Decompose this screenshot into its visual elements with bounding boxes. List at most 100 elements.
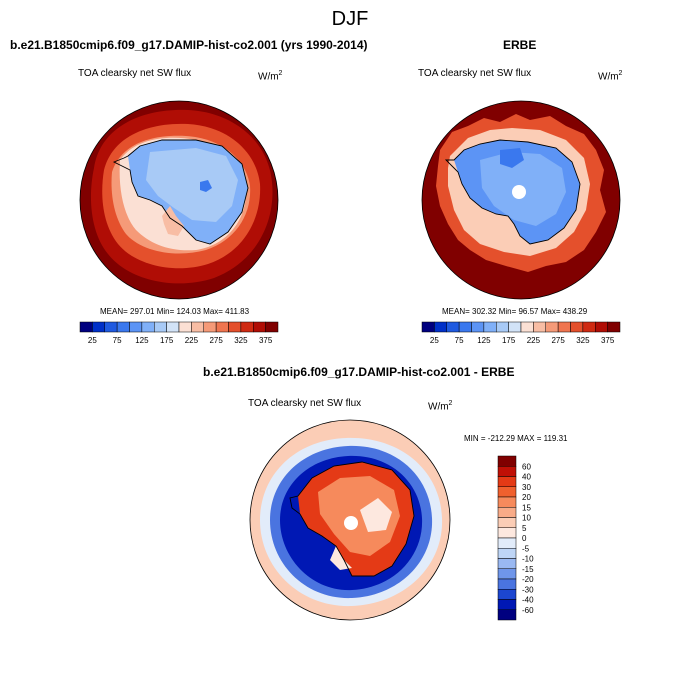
panel3-colorbar-swatch — [497, 537, 517, 549]
panel3-colorbar-swatch — [497, 578, 517, 590]
panel2-colorbar-tick-label: 175 — [502, 336, 516, 345]
panel1-colorbar-tick-label: 375 — [259, 336, 273, 345]
panel3-colorbar-swatch — [497, 527, 517, 539]
panel1-colorbar-swatch — [141, 321, 155, 333]
panel1-map — [80, 101, 278, 299]
panel3-colorbar-swatch — [497, 455, 517, 467]
panel2-colorbar-swatch — [458, 321, 472, 333]
panel2-colorbar-tick-label: 375 — [601, 336, 615, 345]
panel3-colorbar-tick-label: 40 — [522, 473, 531, 482]
panel2-map — [422, 101, 620, 299]
panel3-colorbar-tick-label: 20 — [522, 493, 531, 502]
panel1-colorbar-tick-label: 325 — [234, 336, 248, 345]
panel1-colorbar-swatch — [240, 321, 254, 333]
panel3-colorbar-swatch — [497, 609, 517, 621]
panel3-title: b.e21.B1850cmip6.f09_g17.DAMIP-hist-co2.… — [203, 365, 515, 379]
panel1-colorbar-swatch — [92, 321, 105, 333]
panel3-colorbar-tick-label: -30 — [522, 585, 534, 594]
panel3-colorbar-tick-label: -40 — [522, 596, 534, 605]
panel3-map — [250, 420, 450, 620]
panel1-colorbar-swatch — [265, 321, 279, 333]
panel1-colorbar-tick-label: 175 — [160, 336, 174, 345]
panel2-colorbar-swatch — [582, 321, 596, 333]
panel2-subtitle: TOA clearsky net SW flux — [418, 68, 532, 79]
panel3-colorbar-tick-label: 0 — [522, 534, 527, 543]
panel2-colorbar-swatch — [557, 321, 571, 333]
panel3-colorbar-tick-label: -10 — [522, 555, 534, 564]
panel2-colorbar-tick-label: 275 — [551, 336, 565, 345]
panel2-colorbar-swatch — [508, 321, 522, 333]
panel2-colorbar-swatch — [496, 321, 509, 333]
panel2-stats: MEAN= 302.32 Min= 96.57 Max= 438.29 — [442, 307, 588, 316]
panel2-title: ERBE — [503, 38, 537, 52]
panel2-units: W/m2 — [598, 70, 623, 83]
panel1-colorbar-swatch — [215, 321, 229, 333]
panel2-colorbar-swatch — [421, 321, 435, 333]
panel3-colorbar-tick-label: 30 — [522, 483, 531, 492]
panel3-colorbar-tick-label: 10 — [522, 514, 531, 523]
panel2-colorbar-swatch — [434, 321, 447, 333]
panel3-units: W/m2 — [428, 400, 453, 413]
panel2-colorbar-swatch — [595, 321, 608, 333]
panel1-colorbar-tick-label: 125 — [135, 336, 149, 345]
panel1-colorbar-swatch — [129, 321, 143, 333]
panel3-colorbar-swatch — [497, 589, 517, 600]
panel1-colorbar-swatch — [191, 321, 204, 333]
panel1-stats: MEAN= 297.01 Min= 124.03 Max= 411.83 — [100, 307, 250, 316]
panel3-colorbar-swatch — [497, 486, 517, 498]
panel2-colorbar-tick-label: 75 — [455, 336, 464, 345]
panel1-colorbar-tick-label: 225 — [185, 336, 199, 345]
panel1-subtitle: TOA clearsky net SW flux — [78, 68, 192, 79]
panel1-units: W/m2 — [258, 70, 283, 83]
panel2-colorbar-tick-label: 325 — [576, 336, 590, 345]
panel3-colorbar-tick-label: -5 — [522, 544, 530, 553]
panel1-colorbar-tick-label: 75 — [113, 336, 122, 345]
panel2-colorbar-swatch — [533, 321, 546, 333]
panel1-colorbar-swatch — [253, 321, 266, 333]
panel3-colorbar-swatch — [497, 558, 517, 569]
panel1-colorbar: 25 75 125 175 225 275 325 375 — [79, 321, 279, 345]
panel2-colorbar-swatch — [607, 321, 621, 333]
panel2-colorbar-swatch — [446, 321, 460, 333]
panel3-colorbar-tick-label: 15 — [522, 503, 531, 512]
panel1-colorbar-swatch — [116, 321, 130, 333]
panel2-colorbar-tick-label: 25 — [430, 336, 439, 345]
panel3-colorbar-swatch — [497, 496, 517, 508]
panel1-colorbar-swatch — [154, 321, 167, 333]
panel3-colorbar-swatch — [497, 599, 517, 610]
panel1-colorbar-swatch — [203, 321, 217, 333]
panel2-colorbar-swatch — [483, 321, 497, 333]
panel3-colorbar-tick-label: -60 — [522, 606, 534, 615]
panel3-colorbar-swatch — [497, 476, 517, 487]
panel1-map-border — [79, 100, 279, 300]
panel1-colorbar-tick-label: 275 — [209, 336, 223, 345]
panel3-colorbar-tick-label: 5 — [522, 524, 527, 533]
panel1-colorbar-swatch — [104, 321, 118, 333]
panel1-colorbar-tick-label: 25 — [88, 336, 97, 345]
panel3-colorbar-swatch — [497, 507, 517, 518]
panel1-colorbar-swatch — [178, 321, 192, 333]
panel2-colorbar: 25 75 125 175 225 275 325 375 — [421, 321, 621, 345]
panel2-map-border — [421, 100, 621, 300]
panel2-colorbar-tick-label: 125 — [477, 336, 491, 345]
panel3-map-border — [249, 419, 451, 621]
panel2-colorbar-swatch — [520, 321, 534, 333]
panel3-colorbar-swatch — [497, 548, 517, 559]
panel2-colorbar-swatch — [570, 321, 584, 333]
panel2-colorbar-swatch — [471, 321, 485, 333]
figure-title: DJF — [331, 8, 369, 30]
panel2-colorbar-tick-label: 225 — [527, 336, 541, 345]
panel3-colorbar-tick-label: -15 — [522, 565, 534, 574]
panel3-colorbar-tick-label: -20 — [522, 575, 534, 584]
panel3-colorbar-swatch — [497, 517, 517, 528]
panel1-colorbar-swatch — [228, 321, 242, 333]
panel3-colorbar-swatch — [497, 568, 517, 580]
panel1-title: b.e21.B1850cmip6.f09_g17.DAMIP-hist-co2.… — [10, 38, 368, 52]
panel3-colorbar-swatch — [497, 466, 517, 477]
panel3-stats: MIN = -212.29 MAX = 119.31 — [464, 434, 568, 443]
panel3-subtitle: TOA clearsky net SW flux — [248, 398, 362, 409]
panel1-colorbar-swatch — [166, 321, 180, 333]
panel2-colorbar-swatch — [545, 321, 559, 333]
